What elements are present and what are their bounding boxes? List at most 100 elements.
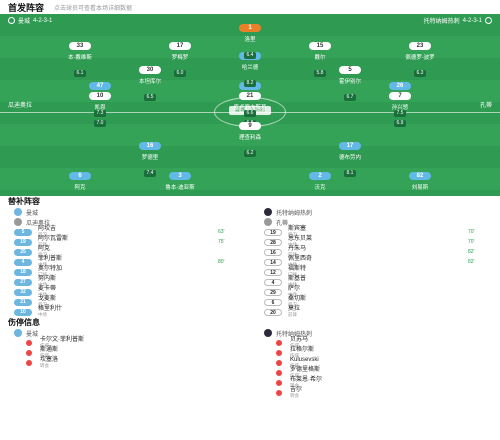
home-team-icon	[14, 329, 22, 337]
away-player[interactable]: 23 佩德罗-波罗 6.3	[381, 34, 459, 79]
injury-icon	[276, 390, 282, 396]
sub-event-time: 63'	[218, 229, 225, 235]
sub-event-time: 82'	[468, 259, 475, 265]
sub-player-row[interactable]: 10 格里利什 中场	[14, 306, 244, 317]
away-coach-label: 孔蒂	[479, 103, 492, 109]
sub-player-name: 恩东贝莱 中场	[288, 236, 313, 247]
player-name: 罗德里	[141, 155, 159, 161]
injury-row: Kulusevski 伤病	[264, 357, 494, 368]
player-name: 鲁本-迪亚斯	[165, 185, 195, 191]
home-player[interactable]: 2沃克6.8	[281, 164, 359, 196]
sub-player-row[interactable]: 29 萨尔 中场	[264, 286, 494, 297]
sub-player-name: 菲利普斯 中场	[38, 256, 63, 267]
sub-player-name: 丹朱马 前锋	[288, 246, 307, 257]
sub-player-row[interactable]: 20 莫拉 前锋	[264, 306, 494, 317]
injury-icon	[276, 340, 282, 346]
home-coach-label: 瓜迪奥拉	[8, 103, 33, 109]
player-rating: 6.6	[243, 110, 257, 117]
player-rating: 6.0	[173, 70, 187, 77]
injury-icon	[26, 360, 32, 366]
sub-player-row[interactable]: 25 阿克 后卫	[14, 246, 244, 257]
sub-jersey-number: 19	[14, 238, 32, 246]
sub-player-row[interactable]: 18 奥尔特加 门将	[14, 266, 244, 277]
sub-player-row[interactable]: 12 福斯特 门将	[264, 266, 494, 277]
player-rating: 8.2	[243, 80, 257, 87]
sub-player-row[interactable]: 4 菲利普斯 中场 80'	[14, 256, 244, 267]
home-player[interactable]: 16 罗德里 7.4	[111, 134, 189, 179]
sub-jersey-number: 16	[264, 248, 282, 256]
sub-jersey-number: 28	[264, 238, 282, 246]
home-player[interactable]: 6阿克7.0	[41, 164, 119, 196]
jersey-number: 7	[389, 92, 411, 100]
lineup-panel: 首发阵容 点击球员可查看本场详细数据 曼城 1:0 热刺 曼城 4-2-3-1 …	[0, 0, 500, 196]
sub-player-row[interactable]: 4 斯基普 中场	[264, 276, 494, 287]
sub-player-row[interactable]: 27 努内斯 中场	[14, 276, 244, 287]
home-player[interactable]: 3鲁本-迪亚斯7.1	[141, 164, 219, 196]
sub-jersey-number: 21	[14, 298, 32, 306]
injured-player-name: 罗德里格斯 伤病	[290, 367, 321, 378]
jersey-number: 17	[169, 42, 191, 50]
home-subs-column: 曼城 瓜迪奥拉 5 阿坎吉 后卫 63' 19 阿尔瓦雷斯 前锋 75' 25 阿克 后卫 4 菲利普斯…	[0, 207, 250, 317]
sub-jersey-number: 25	[14, 248, 32, 256]
away-player[interactable]: 17 罗梅罗 6.0	[141, 34, 219, 79]
sub-jersey-number: 5	[14, 228, 32, 236]
player-name: 洛里	[244, 37, 256, 43]
away-player[interactable]: 15 戴尔 5.8	[281, 34, 359, 79]
player-rating: 7.0	[93, 120, 107, 127]
sub-jersey-number: 10	[14, 308, 32, 316]
jersey-number: 47	[89, 82, 111, 90]
jersey-number: 9	[239, 122, 261, 130]
away-player[interactable]: 30 本坦库尔 6.5	[111, 58, 189, 103]
injury-row: 卡尔文·菲利普斯 伤病	[14, 337, 244, 348]
jersey-number: 6	[69, 172, 91, 180]
player-rating: 6.9	[393, 120, 407, 127]
sub-event-time: 70'	[468, 239, 475, 245]
sub-player-name: 奥尔特加 门将	[38, 266, 63, 277]
away-player[interactable]: 5 霍伊别尔 6.7	[311, 58, 389, 103]
home-subs-team: 曼城	[14, 207, 244, 217]
jersey-number: 33	[69, 42, 91, 50]
player-rating: 6.3	[413, 70, 427, 77]
sub-player-row[interactable]: 6 桑切斯 后卫	[264, 296, 494, 307]
home-team-icon	[8, 17, 15, 24]
away-player[interactable]: 33 本-戴维斯 6.1	[41, 34, 119, 79]
sub-jersey-number: 27	[14, 278, 32, 286]
sub-jersey-number: 20	[264, 308, 282, 316]
jersey-number: 10	[89, 92, 111, 100]
jersey-number: 30	[139, 66, 161, 74]
sub-event-time: 70'	[468, 229, 475, 235]
player-rating: 7.5	[393, 110, 407, 117]
home-player[interactable]: 82刘易斯6.9	[381, 164, 459, 196]
sub-player-row[interactable]: 21 戈麦斯 后卫	[14, 296, 244, 307]
away-player[interactable]: 9 理查利森 6.2	[211, 114, 289, 159]
injured-player-name: Kulusevski 伤病	[290, 357, 319, 368]
sub-player-row[interactable]: 14 佩里西奇 中场 82'	[264, 256, 494, 267]
injured-player-name: 拉格尔斯 伤病	[290, 347, 315, 358]
injury-icon	[276, 350, 282, 356]
sub-jersey-number: 6	[264, 298, 282, 306]
sub-jersey-number: 12	[264, 268, 282, 276]
sub-player-row[interactable]: 32 麦卡蒂 中场	[14, 286, 244, 297]
jersey-number: 1	[239, 24, 261, 32]
away-player[interactable]: 7 孙兴慜 6.9	[361, 84, 439, 129]
jersey-number: 5	[339, 66, 361, 74]
sub-player-row[interactable]: 19 斯宾塞 后卫 70'	[264, 226, 494, 237]
player-name: 凯恩	[94, 105, 106, 111]
sub-player-name: 格里利什 中场	[38, 306, 63, 317]
away-player[interactable]: 1 洛里 6.4	[211, 16, 289, 61]
injury-row: 贝苏马 伤病	[264, 337, 494, 348]
injured-player-name: 卡尔文·菲利普斯 伤病	[40, 337, 84, 348]
player-name: 阿克	[74, 185, 86, 191]
away-player[interactable]: 10 凯恩 7.0	[61, 84, 139, 129]
player-name: 德布劳内	[338, 155, 361, 161]
sub-player-row[interactable]: 5 阿坎吉 后卫 63'	[14, 226, 244, 237]
sub-player-name: 阿尔瓦雷斯 前锋	[38, 236, 69, 247]
sub-player-row[interactable]: 19 阿尔瓦雷斯 前锋 75'	[14, 236, 244, 247]
home-player[interactable]: 17 德布劳内 8.1	[311, 134, 389, 179]
sub-player-row[interactable]: 28 恩东贝莱 中场 70'	[264, 236, 494, 247]
subs-title: 替补阵容	[8, 197, 40, 206]
injured-player-name: 贝苏马 伤病	[290, 337, 309, 348]
jersey-number: 16	[139, 142, 161, 150]
sub-player-row[interactable]: 16 丹朱马 前锋 82'	[264, 246, 494, 257]
player-name: 戴尔	[314, 55, 326, 61]
